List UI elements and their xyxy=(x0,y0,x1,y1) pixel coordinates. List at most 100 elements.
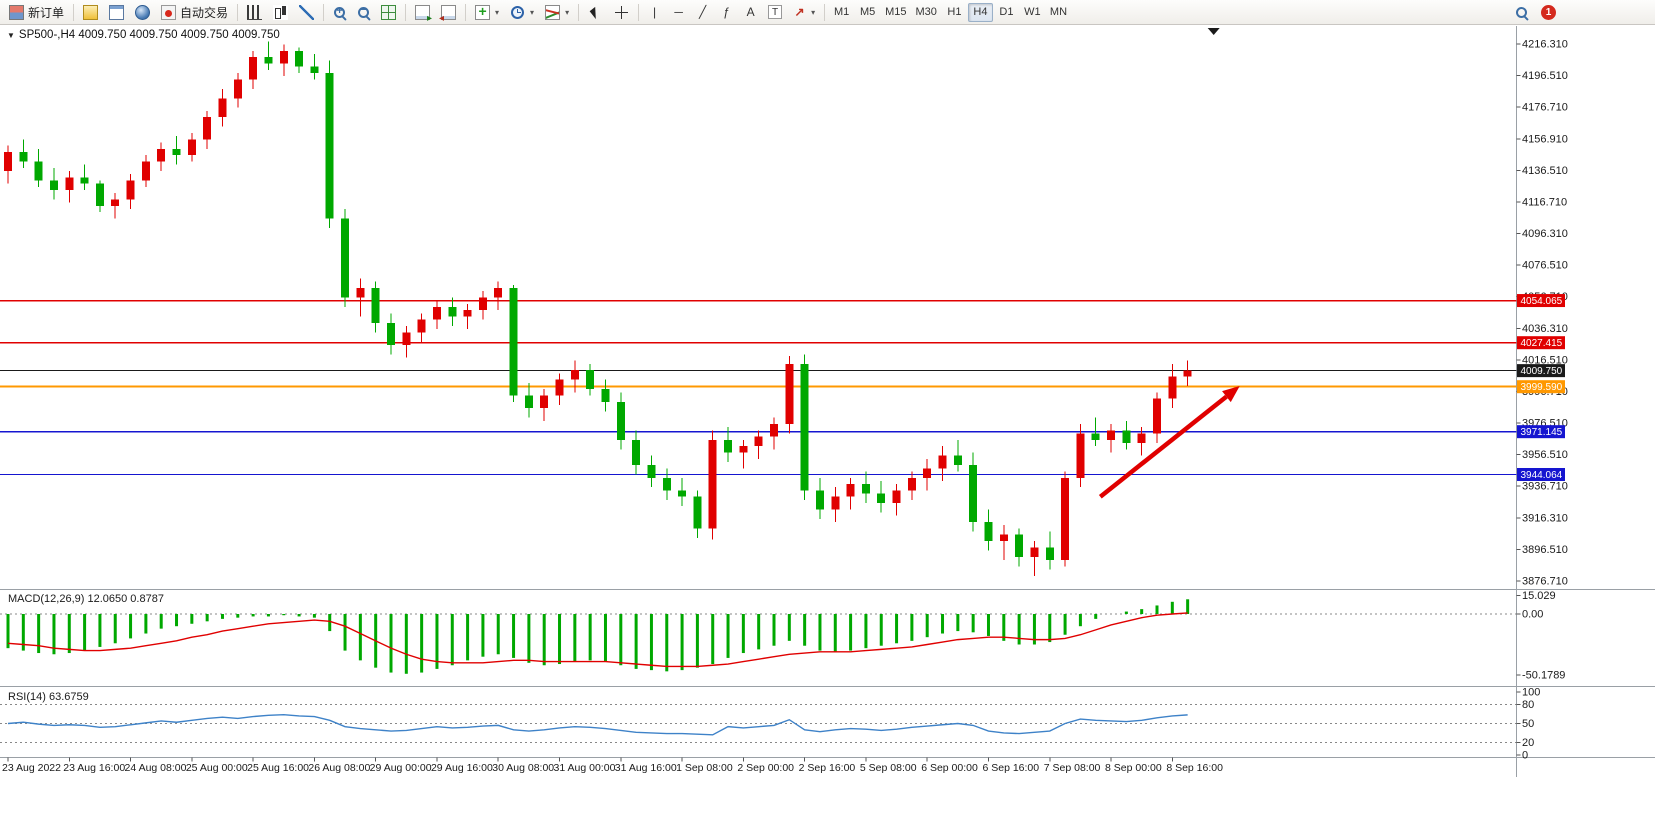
time-axis-label: 30 Aug 08:00 xyxy=(492,762,554,774)
periods-button[interactable]: ▾ xyxy=(505,2,539,23)
chart-shift-button[interactable] xyxy=(436,2,461,24)
autotrade-button[interactable]: 自动交易 xyxy=(156,2,233,23)
candle-body xyxy=(417,319,426,333)
candle-body xyxy=(448,306,457,317)
charts-profile-button[interactable] xyxy=(78,2,103,23)
candle-body xyxy=(1045,547,1054,560)
candle-body xyxy=(509,288,518,396)
candle-body xyxy=(999,534,1008,542)
timeframe-mn[interactable]: MN xyxy=(1046,3,1071,22)
timeframe-m5[interactable]: M5 xyxy=(855,3,880,22)
symbol-ohlc-label: SP500-,H4 4009.750 4009.750 4009.750 400… xyxy=(18,29,280,41)
bar-chart-button[interactable] xyxy=(242,2,267,23)
price-badge xyxy=(1517,336,1565,350)
candle-body xyxy=(785,363,794,424)
macd-bar xyxy=(895,614,899,644)
candle-body xyxy=(693,496,702,529)
timeframe-m1[interactable]: M1 xyxy=(829,3,854,22)
navigator-button[interactable] xyxy=(130,2,155,23)
candle-body xyxy=(187,139,196,156)
candlestick-chart-button[interactable] xyxy=(268,2,293,23)
svg-text:4096.310: 4096.310 xyxy=(1522,228,1568,240)
profile-icon xyxy=(83,4,99,20)
macd-bar xyxy=(343,614,347,651)
text-icon: A xyxy=(746,4,755,19)
auto-scroll-icon xyxy=(415,4,432,24)
zoom-out-button[interactable] xyxy=(352,2,375,23)
new-order-label: 新订单 xyxy=(28,5,65,20)
clock-icon xyxy=(511,5,525,19)
time-axis-label: 2 Sep 00:00 xyxy=(737,762,794,774)
macd-bar xyxy=(1094,614,1098,619)
svg-text:-50.1789: -50.1789 xyxy=(1522,670,1565,682)
fibonacci-button[interactable]: ƒ xyxy=(715,2,738,23)
new-chart-button[interactable]: ▾ xyxy=(470,2,504,23)
candle-body xyxy=(111,199,120,206)
candle-body xyxy=(984,522,993,542)
auto-scroll-button[interactable] xyxy=(410,2,435,24)
timeframe-w1[interactable]: W1 xyxy=(1020,3,1045,22)
svg-text:4027.415: 4027.415 xyxy=(1521,338,1563,349)
cursor-icon xyxy=(589,6,602,19)
macd-bar xyxy=(6,614,10,649)
cursor-button[interactable] xyxy=(583,2,608,23)
line-chart-button[interactable] xyxy=(294,2,319,23)
indicators-button[interactable]: ▾ xyxy=(540,2,574,23)
trend-arrow[interactable] xyxy=(1098,386,1240,499)
symbol-dropdown-icon[interactable]: ▼ xyxy=(7,30,15,40)
search-button[interactable] xyxy=(1510,2,1533,23)
macd-bar xyxy=(466,614,470,661)
vertical-line-button[interactable]: | xyxy=(643,2,666,23)
macd-bar xyxy=(450,614,454,666)
horizontal-line-button[interactable]: ─ xyxy=(667,2,690,23)
candle-body xyxy=(432,306,441,320)
arrows-button[interactable]: ↗ ▾ xyxy=(788,2,820,23)
macd-bar xyxy=(1124,611,1128,614)
macd-bar xyxy=(818,614,822,651)
text-label-button[interactable]: T xyxy=(763,2,787,23)
candle-body xyxy=(141,161,150,181)
toolbar: 新订单 自动交易 ▾ ▾ ▾ | ─ ╱ ƒ A T ↗▾ xyxy=(0,0,1655,25)
candle-body xyxy=(1061,477,1070,560)
macd-bar xyxy=(435,614,439,669)
tile-windows-button[interactable] xyxy=(376,2,401,23)
macd-bar xyxy=(741,614,745,654)
new-order-button[interactable]: 新订单 xyxy=(4,2,69,23)
candle-body xyxy=(555,379,564,396)
trendline-button[interactable]: ╱ xyxy=(691,2,714,23)
autotrade-label: 自动交易 xyxy=(180,5,229,20)
macd-bar xyxy=(129,614,133,639)
candle-body xyxy=(662,477,671,491)
crosshair-button[interactable] xyxy=(609,2,634,23)
macd-bar xyxy=(864,614,868,649)
macd-bar xyxy=(849,614,853,651)
candle-body xyxy=(1030,547,1039,557)
candle-body xyxy=(1183,370,1192,377)
text-button[interactable]: A xyxy=(739,2,762,23)
time-axis-label: 25 Aug 16:00 xyxy=(247,762,309,774)
timeframe-m30[interactable]: M30 xyxy=(912,3,941,22)
timeframe-h4[interactable]: H4 xyxy=(967,2,993,22)
macd-bar xyxy=(803,614,807,646)
candle-body xyxy=(19,152,28,162)
macd-bar xyxy=(389,614,393,673)
notification-badge[interactable]: 1 xyxy=(1541,4,1556,20)
candle-body xyxy=(616,401,625,440)
candle-body xyxy=(632,439,641,466)
candle-body xyxy=(402,332,411,345)
timeframe-m15[interactable]: M15 xyxy=(881,3,910,22)
chevron-down-icon: ▾ xyxy=(565,7,570,17)
svg-text:3916.310: 3916.310 xyxy=(1522,512,1568,524)
candle-body xyxy=(34,161,43,181)
time-axis-label: 7 Sep 08:00 xyxy=(1044,762,1101,774)
macd-bar xyxy=(558,614,562,665)
macd-bar xyxy=(772,614,776,646)
timeframe-d1[interactable]: D1 xyxy=(994,3,1019,22)
candle-body xyxy=(570,370,579,380)
timeframe-h1[interactable]: H1 xyxy=(942,3,967,22)
candle-body xyxy=(387,322,395,345)
zoom-in-button[interactable] xyxy=(328,2,351,23)
candle-body xyxy=(1076,433,1085,478)
macd-bar xyxy=(649,614,653,671)
market-watch-button[interactable] xyxy=(104,2,129,23)
